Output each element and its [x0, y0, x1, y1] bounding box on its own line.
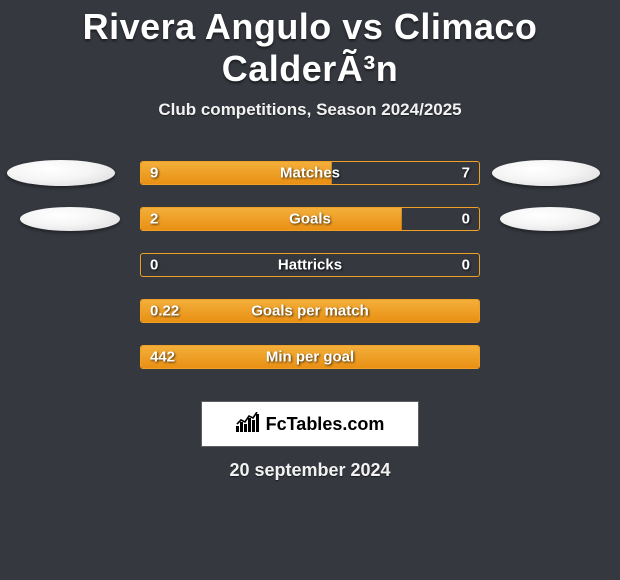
page-title: Rivera Angulo vs Climaco CalderÃ³n — [0, 6, 620, 90]
brand-icon — [236, 412, 260, 437]
date-text: 20 september 2024 — [0, 460, 620, 481]
bar-label: Min per goal — [140, 349, 480, 366]
stats-container: 97Matches20Goals00Hattricks0.22Goals per… — [0, 150, 620, 380]
decorative-ellipse — [492, 160, 600, 186]
stat-row: 00Hattricks — [0, 242, 620, 288]
stat-row: 442Min per goal — [0, 334, 620, 380]
brand-text: FcTables.com — [266, 414, 385, 435]
decorative-ellipse — [20, 207, 120, 231]
stat-row: 97Matches — [0, 150, 620, 196]
stat-row: 20Goals — [0, 196, 620, 242]
stat-row: 0.22Goals per match — [0, 288, 620, 334]
bar-label: Goals — [140, 211, 480, 228]
decorative-ellipse — [500, 207, 600, 231]
subtitle: Club competitions, Season 2024/2025 — [0, 100, 620, 120]
bar-label: Goals per match — [140, 303, 480, 320]
bar-label: Matches — [140, 165, 480, 182]
brand-box: FcTables.com — [202, 402, 418, 446]
bar-label: Hattricks — [140, 257, 480, 274]
decorative-ellipse — [7, 160, 115, 186]
